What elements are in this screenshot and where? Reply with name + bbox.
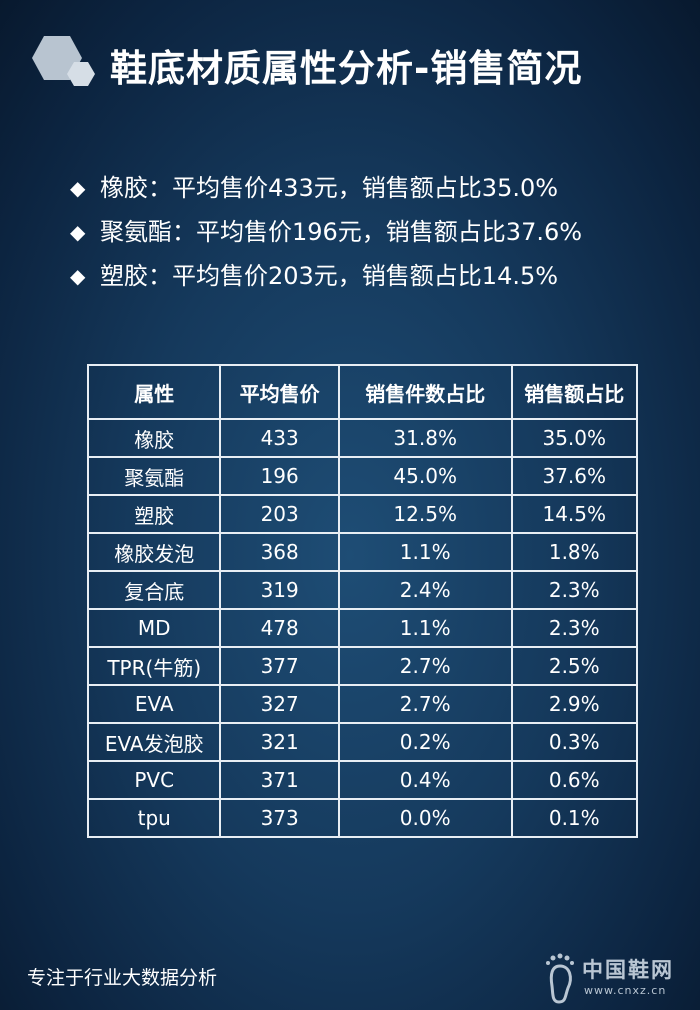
table-row: PVC 371 0.4% 0.6% — [86, 760, 639, 800]
diamond-bullet-icon: ◆ — [70, 264, 86, 288]
summary-item: ◆ 聚氨酯：平均售价196元，销售额占比37.6% — [70, 210, 582, 254]
cell-revenue-share: 37.6% — [510, 456, 639, 496]
page-title: 鞋底材质属性分析-销售简况 — [110, 47, 583, 90]
cell-unit-share: 31.8% — [337, 418, 513, 458]
cell-revenue-share: 0.1% — [510, 798, 639, 838]
footprint-logo-icon — [546, 953, 574, 1004]
cell-attribute: PVC — [86, 760, 222, 800]
table-header-row: 属性 平均售价 销售件数占比 销售额占比 — [86, 364, 639, 420]
table-row: 橡胶 433 31.8% 35.0% — [86, 418, 639, 458]
table-body: 橡胶 433 31.8% 35.0% 聚氨酯 196 45.0% 37.6% 塑胶 203 12.5… — [86, 418, 639, 838]
cell-attribute: EVA — [86, 684, 222, 724]
table-row: 聚氨酯 196 45.0% 37.6% — [86, 456, 639, 496]
cell-attribute: MD — [86, 608, 222, 648]
cell-avg-price: 319 — [219, 570, 340, 610]
summary-list: ◆ 橡胶：平均售价433元，销售额占比35.0% ◆ 聚氨酯：平均售价196元，… — [70, 166, 582, 298]
cell-avg-price: 478 — [219, 608, 340, 648]
cell-unit-share: 12.5% — [337, 494, 513, 534]
cell-attribute: 复合底 — [86, 570, 222, 610]
header-attribute: 属性 — [86, 364, 222, 420]
cell-unit-share: 2.7% — [337, 646, 513, 686]
table-row: 复合底 319 2.4% 2.3% — [86, 570, 639, 610]
cell-unit-share: 0.0% — [337, 798, 513, 838]
table-row: EVA 327 2.7% 2.9% — [86, 684, 639, 724]
cell-avg-price: 377 — [219, 646, 340, 686]
cell-attribute: 橡胶发泡 — [86, 532, 222, 572]
cell-unit-share: 1.1% — [337, 532, 513, 572]
cell-revenue-share: 2.3% — [510, 570, 639, 610]
watermark-name: 中国鞋网 — [582, 958, 674, 982]
cell-attribute: EVA发泡胶 — [86, 722, 222, 762]
table-row: 橡胶发泡 368 1.1% 1.8% — [86, 532, 639, 572]
table-row: MD 478 1.1% 2.3% — [86, 608, 639, 648]
cell-avg-price: 196 — [219, 456, 340, 496]
cell-avg-price: 321 — [219, 722, 340, 762]
summary-item: ◆ 塑胶：平均售价203元，销售额占比14.5% — [70, 254, 582, 298]
cell-unit-share: 2.7% — [337, 684, 513, 724]
table-row: tpu 373 0.0% 0.1% — [86, 798, 639, 838]
cell-unit-share: 0.2% — [337, 722, 513, 762]
cell-revenue-share: 14.5% — [510, 494, 639, 534]
header-unit-share: 销售件数占比 — [337, 364, 513, 420]
summary-text: 橡胶：平均售价433元，销售额占比35.0% — [100, 174, 559, 202]
cell-revenue-share: 0.6% — [510, 760, 639, 800]
footer-tagline: 专注于行业大数据分析 — [27, 967, 218, 989]
cell-avg-price: 371 — [219, 760, 340, 800]
summary-item: ◆ 橡胶：平均售价433元，销售额占比35.0% — [70, 166, 582, 210]
table-row: 塑胶 203 12.5% 14.5% — [86, 494, 639, 534]
cell-avg-price: 327 — [219, 684, 340, 724]
diamond-bullet-icon: ◆ — [70, 220, 86, 244]
header-avg-price: 平均售价 — [219, 364, 340, 420]
summary-text: 塑胶：平均售价203元，销售额占比14.5% — [100, 262, 559, 290]
sales-table: 属性 平均售价 销售件数占比 销售额占比 橡胶 433 31.8% 35.0% 聚氨酯 1… — [86, 364, 639, 838]
cell-attribute: tpu — [86, 798, 222, 838]
table-row: EVA发泡胶 321 0.2% 0.3% — [86, 722, 639, 762]
watermark: 中国鞋网 www.cnxz.cn — [540, 952, 690, 1004]
cell-attribute: TPR(牛筋) — [86, 646, 222, 686]
cell-attribute: 塑胶 — [86, 494, 222, 534]
watermark-url: www.cnxz.cn — [584, 984, 667, 997]
cell-avg-price: 368 — [219, 532, 340, 572]
cell-revenue-share: 2.5% — [510, 646, 639, 686]
cell-revenue-share: 0.3% — [510, 722, 639, 762]
header-revenue-share: 销售额占比 — [510, 364, 639, 420]
hexagon-logo-icon — [32, 36, 95, 86]
cell-avg-price: 373 — [219, 798, 340, 838]
table-row: TPR(牛筋) 377 2.7% 2.5% — [86, 646, 639, 686]
cell-revenue-share: 2.3% — [510, 608, 639, 648]
cell-attribute: 橡胶 — [86, 418, 222, 458]
cell-avg-price: 433 — [219, 418, 340, 458]
cell-avg-price: 203 — [219, 494, 340, 534]
cell-revenue-share: 1.8% — [510, 532, 639, 572]
cell-unit-share: 2.4% — [337, 570, 513, 610]
cell-unit-share: 1.1% — [337, 608, 513, 648]
cell-attribute: 聚氨酯 — [86, 456, 222, 496]
cell-unit-share: 0.4% — [337, 760, 513, 800]
cell-revenue-share: 2.9% — [510, 684, 639, 724]
cell-unit-share: 45.0% — [337, 456, 513, 496]
diamond-bullet-icon: ◆ — [70, 176, 86, 200]
summary-text: 聚氨酯：平均售价196元，销售额占比37.6% — [100, 218, 583, 246]
cell-revenue-share: 35.0% — [510, 418, 639, 458]
